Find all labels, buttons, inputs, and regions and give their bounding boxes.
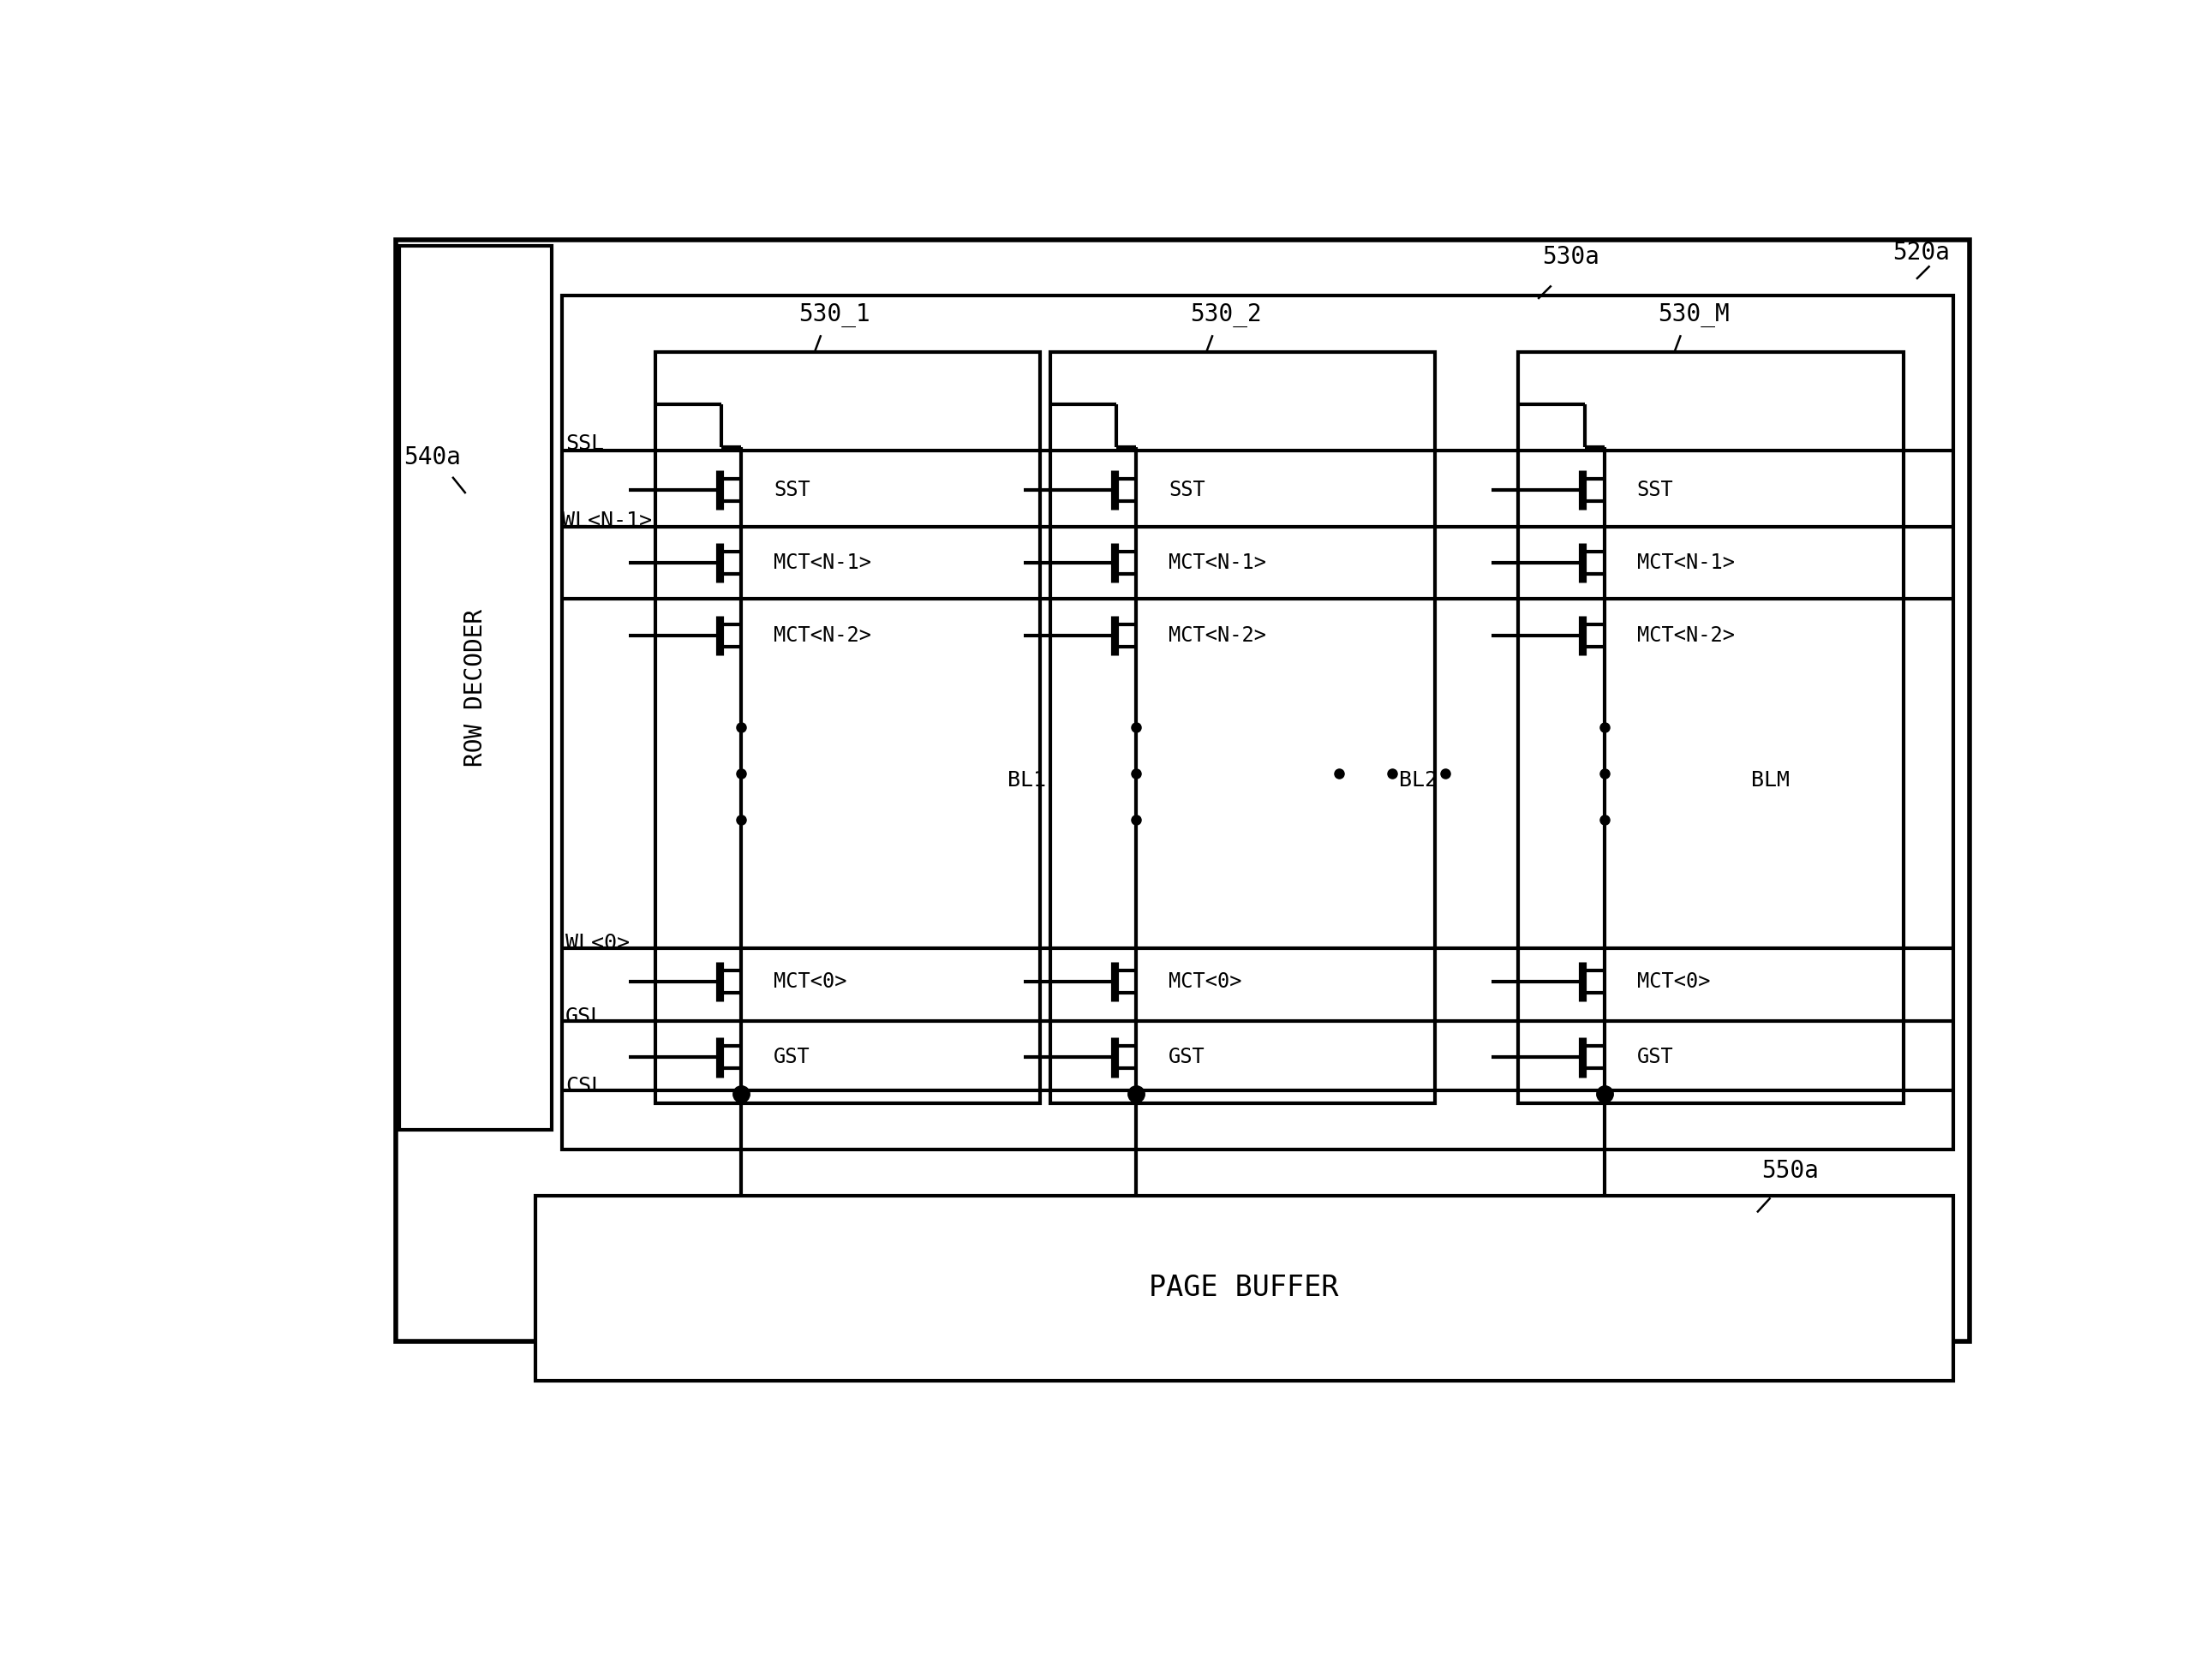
- Text: GST: GST: [1168, 1046, 1206, 1068]
- Bar: [400, 247, 553, 1130]
- Text: CSL: CSL: [566, 1076, 604, 1096]
- Text: BL2: BL2: [1400, 770, 1438, 791]
- Text: MCT<N-1>: MCT<N-1>: [1637, 553, 1734, 573]
- Text: 530a: 530a: [1542, 245, 1599, 270]
- Text: MCT<N-2>: MCT<N-2>: [1168, 625, 1267, 645]
- Text: WL<0>: WL<0>: [566, 933, 630, 953]
- Bar: [1051, 352, 1436, 1103]
- Text: MCT<N-1>: MCT<N-1>: [1168, 553, 1267, 573]
- Text: SST: SST: [1637, 480, 1674, 500]
- Text: BL1: BL1: [1006, 770, 1046, 791]
- Text: BLM: BLM: [1752, 770, 1790, 791]
- Text: MCT<N-2>: MCT<N-2>: [774, 625, 872, 645]
- Text: MCT<0>: MCT<0>: [774, 971, 847, 991]
- Bar: [562, 295, 1953, 1150]
- Text: 540a: 540a: [405, 445, 462, 470]
- Text: SSL: SSL: [566, 433, 604, 455]
- Text: MCT<0>: MCT<0>: [1168, 971, 1243, 991]
- Text: 530_1: 530_1: [799, 303, 869, 328]
- Text: ROW DECODER: ROW DECODER: [465, 610, 487, 766]
- Text: GSL: GSL: [566, 1006, 604, 1026]
- Text: GST: GST: [774, 1046, 810, 1068]
- Text: 550a: 550a: [1761, 1158, 1818, 1183]
- Text: GST: GST: [1637, 1046, 1674, 1068]
- Text: MCT<N-2>: MCT<N-2>: [1637, 625, 1734, 645]
- Bar: [396, 240, 1969, 1341]
- Text: 530_2: 530_2: [1190, 303, 1261, 328]
- Bar: [1517, 352, 1902, 1103]
- Text: WL<N-1>: WL<N-1>: [562, 511, 653, 531]
- Text: 530_M: 530_M: [1659, 303, 1730, 328]
- Bar: [535, 1196, 1953, 1381]
- Text: SST: SST: [1168, 480, 1206, 500]
- Text: 520a: 520a: [1891, 242, 1949, 265]
- Text: MCT<N-1>: MCT<N-1>: [774, 553, 872, 573]
- Text: PAGE BUFFER: PAGE BUFFER: [1148, 1274, 1338, 1303]
- Text: SST: SST: [774, 480, 810, 500]
- Text: MCT<0>: MCT<0>: [1637, 971, 1710, 991]
- Bar: [655, 352, 1040, 1103]
